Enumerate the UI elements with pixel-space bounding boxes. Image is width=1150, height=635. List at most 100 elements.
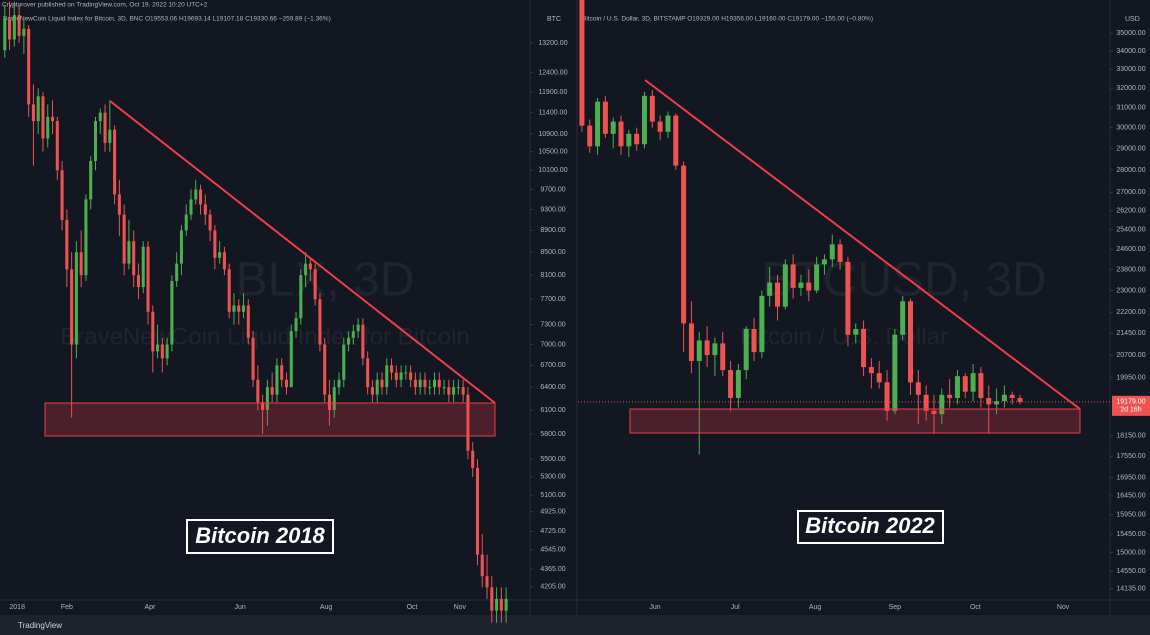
- y-tick-label: 8100.00: [540, 272, 565, 279]
- candle-body: [218, 252, 222, 258]
- candle-body: [767, 282, 773, 296]
- candle-body: [370, 387, 374, 395]
- candle-body: [165, 344, 169, 359]
- candle-body: [759, 295, 765, 353]
- candle-body: [347, 337, 351, 345]
- candle-body: [308, 263, 312, 270]
- label-box: [797, 510, 944, 544]
- candle-body: [227, 269, 231, 312]
- candle-body: [122, 214, 126, 264]
- y-tick-label: 14550.00: [1116, 568, 1145, 575]
- watermark-subtitle: BraveNewCoin Liquid Index for Bitcoin: [60, 323, 470, 350]
- watermark-subtitle: Bitcoin / U.S. Dollar: [740, 323, 948, 350]
- candle-body: [1017, 397, 1023, 402]
- candle-body: [103, 112, 107, 143]
- last-price-tag: [1112, 395, 1150, 416]
- y-tick-label: 32000.00: [1116, 85, 1145, 92]
- candle-body: [270, 387, 274, 395]
- candle-body: [222, 252, 226, 270]
- candle-body: [356, 324, 360, 332]
- candle-body: [978, 373, 984, 398]
- candle-body: [456, 387, 460, 389]
- y-tick-label: 6400.00: [540, 384, 565, 391]
- candle-body: [237, 305, 241, 312]
- published-note: Cryptorover published on TradingView.com…: [2, 2, 208, 9]
- candle-body: [179, 230, 183, 264]
- candle-body: [203, 204, 207, 215]
- candle-body: [432, 379, 437, 388]
- charts: BLX, 3D BraveNewCoin Liquid Index for Bit…: [3, 0, 1150, 623]
- candle-body: [136, 275, 140, 288]
- y-tick-label: 28000.00: [1116, 167, 1145, 174]
- candle-body: [907, 301, 914, 383]
- candle-body: [27, 28, 31, 105]
- y-tick-label: 24600.00: [1116, 246, 1145, 253]
- candle-body: [595, 101, 601, 147]
- candle-body: [504, 598, 508, 611]
- y-tick-label: 23800.00: [1116, 266, 1145, 273]
- candle-body: [986, 397, 992, 405]
- candle-body: [806, 282, 812, 291]
- y-tick-label: 21450.00: [1116, 330, 1145, 337]
- candle-body: [146, 246, 150, 312]
- candle-body: [868, 367, 874, 374]
- candle-body: [399, 372, 403, 380]
- footer-brand: TradingView: [18, 621, 62, 630]
- candle-body: [375, 379, 379, 395]
- candle-body: [151, 311, 155, 352]
- x-tick-label: Oct: [407, 604, 418, 611]
- candle-body: [892, 334, 898, 411]
- candle-body: [261, 402, 265, 410]
- candle-body: [931, 410, 937, 415]
- candle-body: [618, 121, 624, 147]
- candle-body: [641, 95, 648, 145]
- candle-body: [461, 387, 465, 395]
- y-tick-label: 17550.00: [1116, 453, 1145, 460]
- y-tick-label: 23000.00: [1116, 287, 1145, 294]
- y-tick-label: 14135.00: [1116, 586, 1145, 593]
- candle-body: [3, 18, 7, 51]
- candle-body: [323, 344, 327, 395]
- y-tick-label: 8500.00: [540, 249, 565, 256]
- candle-body: [798, 282, 804, 288]
- candle-body: [480, 554, 484, 577]
- candle-body: [939, 394, 945, 415]
- y-tick-label: 33000.00: [1116, 66, 1145, 73]
- candle-body: [485, 576, 489, 588]
- y-tick-label: 7000.00: [540, 341, 565, 348]
- x-tick-label: Oct: [970, 604, 981, 611]
- candle-body: [280, 365, 284, 380]
- y-tick-label: 8900.00: [540, 227, 565, 234]
- candle-body: [50, 116, 55, 122]
- candle-body: [681, 165, 687, 324]
- candle-body: [342, 344, 346, 380]
- candle-body: [251, 337, 255, 380]
- y-tick-label: 35000.00: [1116, 30, 1145, 37]
- candle-body: [915, 382, 921, 395]
- candle-body: [41, 96, 45, 139]
- candle-body: [351, 331, 355, 338]
- candle-body: [275, 365, 279, 395]
- candle-body: [634, 133, 640, 145]
- candle-body: [160, 344, 164, 359]
- candle-body: [452, 387, 456, 395]
- y-tick-label: 5100.00: [540, 492, 565, 499]
- candle-body: [70, 269, 74, 345]
- candle-body: [8, 18, 12, 40]
- candle-body: [175, 263, 179, 282]
- candle-body: [113, 129, 117, 195]
- candle-body: [327, 394, 331, 410]
- candle-body: [390, 365, 394, 373]
- candle-body: [213, 230, 217, 258]
- y-tick-label: 27000.00: [1116, 189, 1145, 196]
- candle-body: [475, 467, 480, 555]
- axis-unit: BTC: [547, 16, 561, 23]
- y-tick-label: 25400.00: [1116, 227, 1145, 234]
- candle-body: [74, 252, 78, 345]
- candle-body: [60, 170, 64, 220]
- trend-line: [109, 100, 496, 404]
- candle-body: [418, 379, 422, 388]
- candle-body: [232, 305, 236, 312]
- candle-body: [31, 104, 35, 122]
